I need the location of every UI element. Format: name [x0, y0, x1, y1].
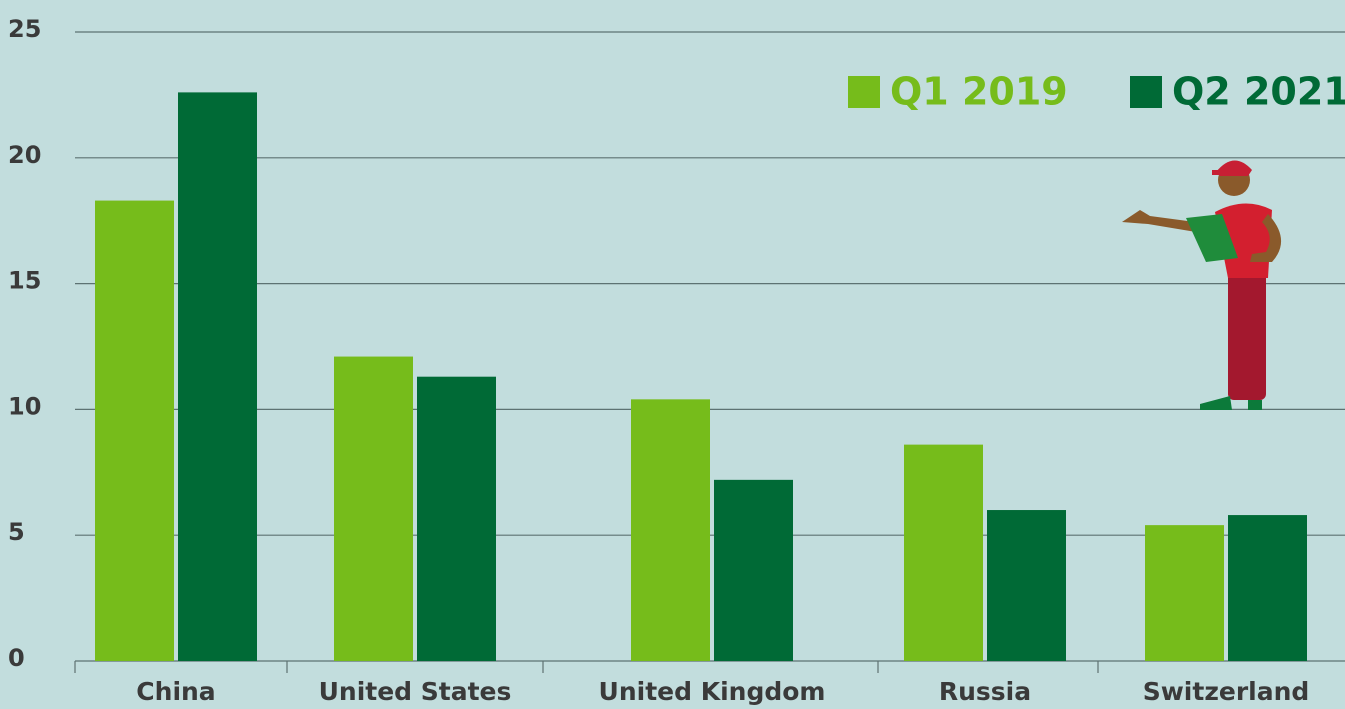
x-tick-label: United Kingdom: [599, 677, 826, 706]
bar: [95, 201, 174, 661]
bar: [417, 377, 496, 661]
bar: [334, 357, 413, 661]
bar: [714, 480, 793, 661]
legend-label: Q1 2019: [890, 70, 1068, 114]
x-tick-label: Switzerland: [1143, 677, 1310, 706]
bar: [1145, 525, 1224, 661]
bar: [904, 445, 983, 661]
bar: [987, 510, 1066, 661]
legend-label: Q2 2021: [1172, 70, 1345, 114]
bar: [1228, 515, 1307, 661]
y-tick-label: 5: [8, 518, 25, 546]
x-tick-label: United States: [319, 677, 512, 706]
y-tick-label: 10: [8, 392, 41, 420]
y-tick-label: 15: [8, 267, 41, 295]
x-tick-label: Russia: [939, 677, 1031, 706]
y-tick-label: 0: [8, 644, 25, 672]
x-tick-label: China: [136, 677, 215, 706]
bar: [631, 399, 710, 661]
legend-swatch: [1130, 76, 1162, 108]
chart: 0 5 10 15 20 25 China United States United Kingd…: [0, 0, 1345, 709]
legend-swatch: [848, 76, 880, 108]
y-tick-label: 25: [8, 15, 41, 43]
y-tick-label: 20: [8, 141, 41, 169]
bar: [178, 92, 257, 661]
